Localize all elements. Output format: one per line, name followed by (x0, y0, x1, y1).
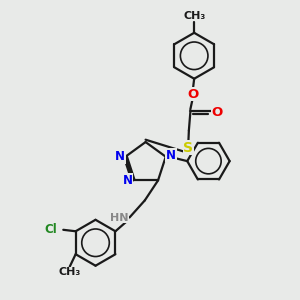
Text: CH₃: CH₃ (183, 11, 205, 21)
Text: HN: HN (110, 212, 128, 223)
Text: O: O (187, 88, 198, 100)
Text: S: S (183, 141, 193, 154)
Text: Cl: Cl (45, 223, 57, 236)
Text: N: N (123, 174, 133, 187)
Text: CH₃: CH₃ (58, 268, 80, 278)
Text: O: O (212, 106, 223, 119)
Text: N: N (115, 150, 125, 163)
Text: N: N (166, 149, 176, 162)
